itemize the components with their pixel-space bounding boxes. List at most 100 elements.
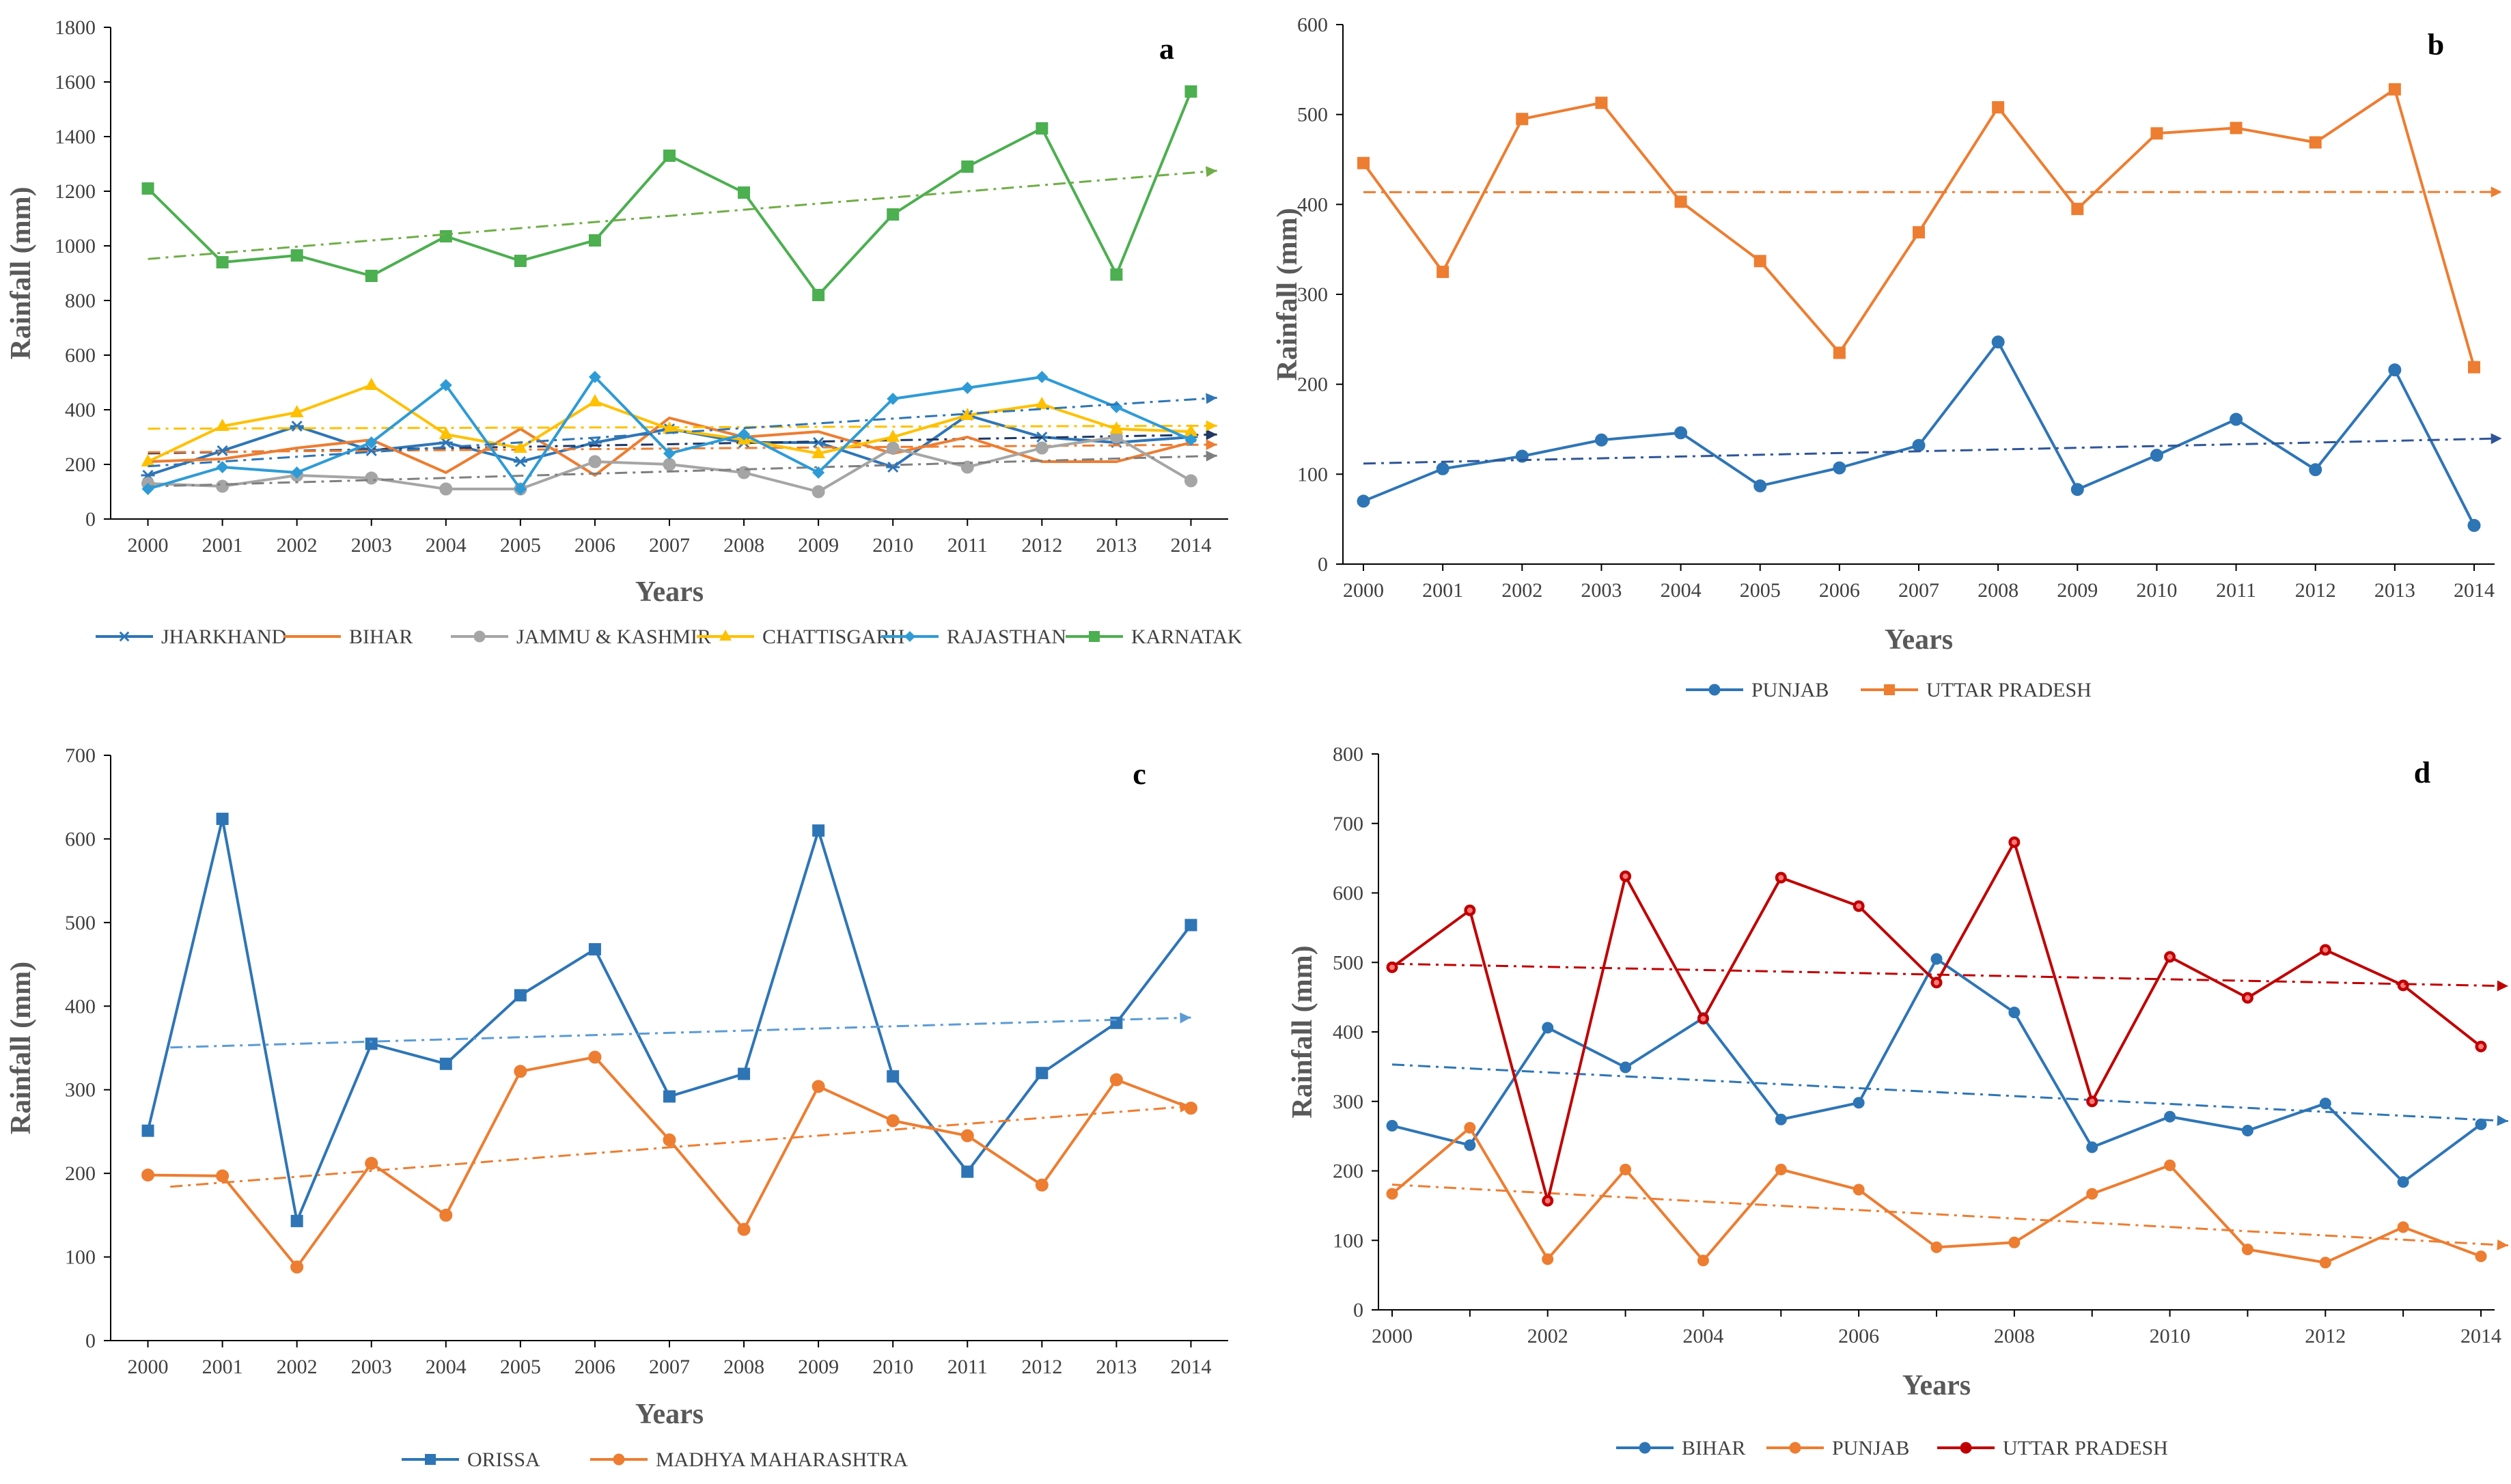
y-tick-label: 400 — [1297, 193, 1328, 216]
data-point — [663, 150, 676, 162]
x-tick-label: 2009 — [798, 1356, 839, 1378]
data-point-highlight — [1467, 907, 1473, 913]
data-point — [887, 208, 900, 221]
data-point — [1035, 441, 1049, 455]
data-point — [2475, 1250, 2487, 1263]
x-tick-label: 2010 — [2136, 579, 2177, 602]
legend-label: MADHYA MAHARASHTRA — [656, 1448, 908, 1471]
x-tick-label: 2007 — [649, 1356, 690, 1378]
legend-marker — [613, 1453, 625, 1466]
x-axis-title: Years — [635, 1399, 704, 1430]
legend-entry: JAMMU & KASHMIR — [451, 626, 711, 648]
legend-marker — [118, 631, 130, 642]
chart-panel-b: 0 100 200 300 400 500 600 2000 2001 2002 2003 2004 2… — [1272, 14, 2502, 701]
legend-label: KARNATAK — [1131, 626, 1243, 648]
y-tick-label: 200 — [65, 1162, 96, 1185]
y-tick-label: 1200 — [55, 180, 96, 203]
legend-label: UTTAR PRADESH — [2003, 1437, 2168, 1459]
legend-marker — [1884, 684, 1895, 695]
data-point — [588, 234, 601, 247]
x-tick-label: 2001 — [202, 534, 243, 557]
y-tick-label: 400 — [65, 399, 96, 421]
data-point — [1516, 113, 1529, 126]
y-axis-title: Rainfall (mm) — [5, 186, 37, 359]
data-point — [1697, 1255, 1709, 1267]
x-tick-label: 2012 — [2305, 1325, 2346, 1347]
data-point — [1109, 421, 1124, 434]
data-point — [1674, 426, 1688, 440]
data-point — [961, 1165, 974, 1178]
data-point — [514, 483, 527, 495]
data-point — [738, 1067, 751, 1080]
data-point — [2468, 361, 2480, 374]
data-point — [1437, 266, 1449, 279]
data-point — [2309, 463, 2322, 477]
x-tick-label: 2011 — [947, 1356, 988, 1378]
legend-label: UTTAR PRADESH — [1926, 679, 2092, 701]
x-axis-title: Years — [1902, 1370, 1971, 1401]
data-point — [2319, 1097, 2331, 1110]
data-point — [514, 1065, 527, 1078]
data-point — [1992, 101, 2005, 114]
data-point — [1184, 85, 1197, 98]
x-tick-label: 2010 — [872, 1356, 913, 1378]
data-point — [1110, 1016, 1123, 1029]
x-tick-label: 2003 — [1581, 579, 1622, 602]
legend-marker — [1789, 1442, 1801, 1454]
x-tick-label: 2002 — [1501, 579, 1542, 602]
y-tick-label: 500 — [1333, 951, 1363, 974]
data-point — [663, 458, 676, 471]
series-uttar-pradesh — [1386, 836, 2508, 1207]
panel-label: a — [1159, 32, 1174, 66]
data-point — [811, 485, 825, 499]
legend-entry: CHATTISGARH — [697, 626, 904, 648]
legend-entry: MADHYA MAHARASHTRA — [590, 1448, 908, 1471]
data-point — [2388, 363, 2402, 377]
data-point — [588, 943, 601, 956]
legend-entry: PUNJAB — [1766, 1437, 1909, 1459]
x-tick-label: 2010 — [2150, 1325, 2191, 1347]
data-point — [886, 441, 900, 455]
data-point — [960, 1129, 974, 1143]
data-point — [2241, 1243, 2253, 1255]
data-point — [290, 420, 304, 432]
data-point — [812, 466, 825, 479]
trend-arrowhead — [1179, 1102, 1191, 1112]
y-tick-label: 600 — [65, 828, 96, 850]
legend-label: CHATTISGARH — [762, 626, 904, 648]
data-point — [2164, 1159, 2176, 1171]
chart-panel-a: 0 200 400 600 800 1000 1200 1400 1600 1800 2000 200… — [5, 16, 1243, 648]
data-point — [663, 1090, 676, 1103]
data-point — [2230, 412, 2243, 426]
data-point — [812, 289, 825, 301]
data-point — [663, 447, 676, 460]
data-point — [1594, 433, 1608, 447]
x-tick-label: 2008 — [723, 534, 764, 557]
x-tick-label: 2011 — [2216, 579, 2256, 602]
x-tick-label: 2011 — [947, 534, 988, 557]
trend-line — [148, 169, 1217, 260]
series-uttar-pradesh — [1357, 83, 2502, 374]
data-point — [886, 430, 900, 442]
trend-arrowhead — [1206, 429, 1217, 440]
x-tick-label: 2012 — [2295, 579, 2336, 602]
data-point — [1775, 1113, 1787, 1125]
x-tick-label: 2008 — [1978, 579, 2018, 602]
y-tick-label: 500 — [65, 912, 96, 934]
data-point — [2388, 83, 2401, 96]
data-point — [365, 1156, 378, 1170]
legend-entry: UTTAR PRADESH — [1861, 679, 2092, 701]
data-point — [141, 1124, 154, 1137]
trend-line — [170, 1105, 1191, 1188]
data-point-highlight — [1934, 979, 1939, 985]
y-tick-label: 100 — [1333, 1229, 1363, 1252]
x-tick-label: 2002 — [1527, 1325, 1568, 1347]
trend-line — [148, 433, 1217, 455]
y-tick-label: 200 — [1333, 1160, 1363, 1183]
data-point-highlight — [2478, 1044, 2484, 1050]
y-tick-label: 1000 — [55, 235, 96, 257]
data-point-highlight — [2322, 947, 2329, 953]
data-point — [1912, 438, 1926, 452]
data-point — [513, 440, 527, 453]
